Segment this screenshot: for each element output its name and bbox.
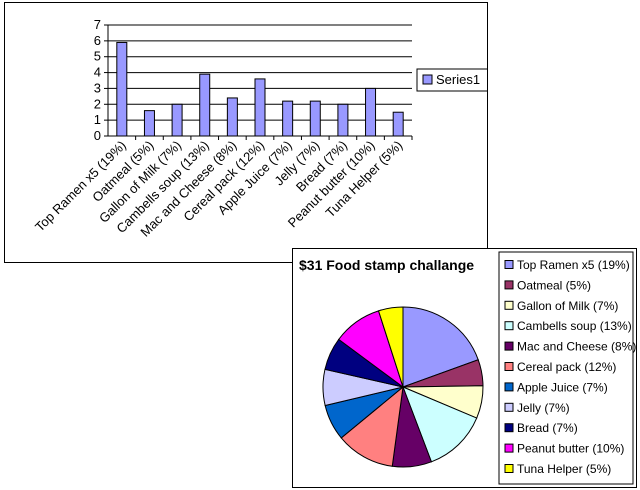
- legend-swatch: [504, 464, 514, 473]
- legend-label: Oatmeal (5%): [517, 278, 591, 292]
- y-tick-label: 5: [94, 49, 101, 64]
- legend-swatch: [504, 443, 514, 453]
- legend-label: Peanut butter (10%): [517, 442, 624, 456]
- legend-label: Gallon of Milk (7%): [517, 299, 618, 313]
- legend-swatch: [504, 382, 514, 392]
- bar: [282, 100, 294, 137]
- legend-swatch: [504, 321, 514, 331]
- bar: [226, 97, 238, 137]
- legend-label: Mac and Cheese (8%): [517, 340, 636, 354]
- y-tick-label: 1: [94, 112, 101, 127]
- y-tick-label: 2: [94, 96, 101, 111]
- bar: [116, 41, 128, 137]
- bar-legend: Series1: [416, 68, 487, 92]
- pie-slice: [402, 306, 479, 388]
- pie-legend: Top Ramen x5 (19%) Oatmeal (5%) Gallon of …: [498, 251, 636, 485]
- legend-swatch: [504, 280, 514, 290]
- bar: [337, 103, 349, 137]
- y-tick-label: 3: [94, 80, 101, 95]
- bar: [199, 73, 211, 137]
- bar: [254, 78, 266, 137]
- legend-label: Bread (7%): [517, 421, 578, 435]
- pie-chart-panel: $31 Food stamp challange Top Ramen x5 (19…: [292, 248, 637, 488]
- legend-swatch: [504, 402, 514, 412]
- y-tick-label: 7: [94, 17, 101, 32]
- pie-title: $31 Food stamp challange: [299, 257, 474, 273]
- legend-label: Series1: [436, 72, 480, 87]
- legend-box: [498, 251, 634, 485]
- legend-label: Apple Juice (7%): [517, 380, 608, 394]
- bar: [171, 103, 183, 137]
- legend-label: Tuna Helper (5%): [517, 462, 611, 476]
- legend-swatch: [504, 260, 514, 269]
- y-tick-label: 4: [94, 65, 101, 80]
- legend-swatch: [504, 362, 514, 371]
- legend-swatch: [422, 74, 433, 85]
- bar: [392, 111, 404, 137]
- legend-label: Jelly (7%): [517, 401, 570, 415]
- legend-label: Top Ramen x5 (19%): [517, 258, 630, 272]
- y-tick-label: 0: [94, 128, 101, 143]
- bar: [365, 87, 377, 137]
- pie-slice: [377, 306, 404, 388]
- legend-label: Cereal pack (12%): [517, 360, 616, 374]
- legend-swatch: [504, 341, 514, 351]
- bar: [143, 110, 155, 137]
- legend-box: [416, 68, 487, 92]
- legend-swatch: [504, 300, 514, 310]
- bar-chart-panel: 0 1 2 3 4 5 6 7 Top Ramen x5 (19%) Oatmeal (5%) Ga…: [4, 2, 488, 263]
- y-tick-label: 6: [94, 33, 101, 48]
- pie-chart: $31 Food stamp challange Top Ramen x5 (19…: [299, 251, 636, 485]
- legend-label: Cambells soup (13%): [517, 319, 632, 333]
- legend-swatch: [504, 423, 514, 433]
- bar: [309, 100, 321, 137]
- pie-slice: [340, 385, 404, 467]
- pie-slice: [402, 386, 478, 463]
